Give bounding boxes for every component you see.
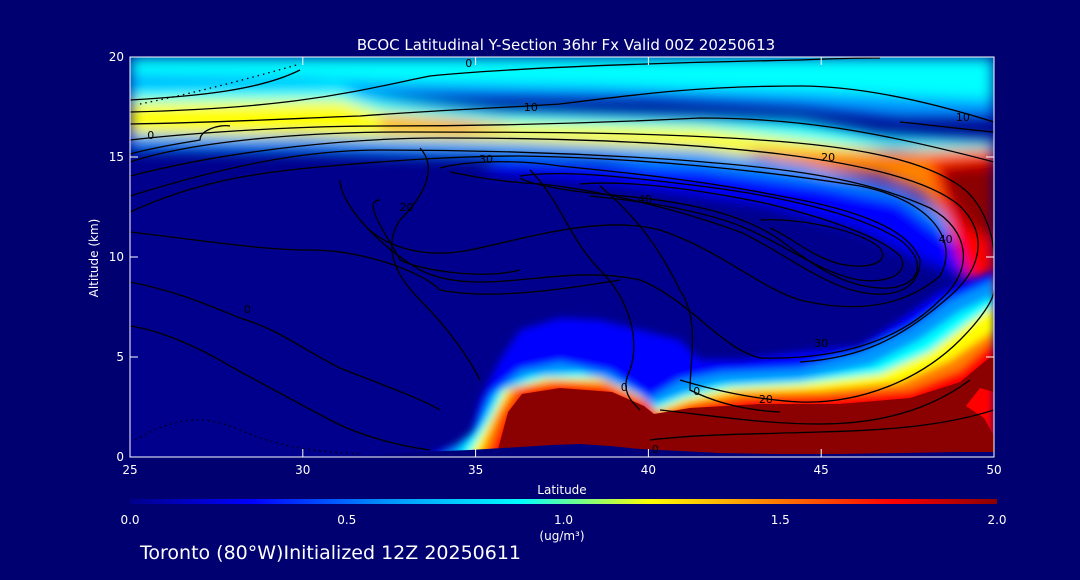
colorbar-tick-label: 2.0 bbox=[987, 513, 1006, 527]
contour-line bbox=[134, 419, 361, 455]
y-tick-label: 15 bbox=[109, 150, 124, 164]
contour-line bbox=[130, 69, 301, 101]
x-axis-label: Latitude bbox=[537, 483, 586, 497]
contour-line bbox=[130, 131, 994, 259]
contour-line bbox=[130, 124, 231, 155]
contour-line bbox=[130, 137, 979, 363]
contour-label: 0 bbox=[693, 385, 700, 398]
contour-label: 0 bbox=[621, 381, 628, 394]
terrain bbox=[130, 444, 994, 457]
y-tick-label: 10 bbox=[109, 250, 124, 264]
contour-label: 20 bbox=[759, 393, 773, 406]
x-tick-label: 25 bbox=[122, 463, 137, 477]
contour-line bbox=[391, 147, 481, 381]
contour-label: 30 bbox=[814, 337, 828, 350]
contour-line bbox=[130, 57, 881, 113]
y-axis: 0 5 10 15 20 bbox=[109, 50, 994, 464]
chart-title: BCOC Latitudinal Y-Section 36hr Fx Valid… bbox=[357, 36, 775, 54]
contour-line bbox=[659, 379, 971, 425]
contour-label: 10 bbox=[956, 111, 970, 124]
footer-init-info: Toronto (80°W)Initialized 12Z 20250611 bbox=[140, 542, 522, 564]
contour-line bbox=[372, 199, 521, 275]
lower-plume-core bbox=[496, 354, 994, 457]
contour-label: 20 bbox=[399, 201, 413, 214]
contour-label: 0 bbox=[465, 57, 472, 70]
x-tick-label: 30 bbox=[295, 463, 310, 477]
contour-label: 20 bbox=[821, 151, 835, 164]
contour-label: 0 bbox=[652, 443, 659, 456]
contour-label: 40 bbox=[939, 233, 953, 246]
contour-line bbox=[130, 149, 964, 359]
dotted-contours bbox=[134, 63, 361, 455]
colorbar-tick-label: 0.0 bbox=[120, 513, 139, 527]
contour-line bbox=[579, 182, 904, 282]
contour-line bbox=[130, 117, 994, 163]
contour-line bbox=[529, 169, 641, 411]
contour-line bbox=[130, 155, 947, 308]
x-tick-label: 45 bbox=[814, 463, 829, 477]
colorbar-tick-label: 1.5 bbox=[771, 513, 790, 527]
colorbar-tick-label: 1.0 bbox=[554, 513, 573, 527]
colorbar-tick-label: 0.5 bbox=[337, 513, 356, 527]
y-tick-label: 0 bbox=[116, 450, 124, 464]
colorbar-ticks: 0.0 0.5 1.0 1.5 2.0 bbox=[120, 513, 1006, 527]
contour-labels: 0 10 10 0 20 30 40 20 40 0 30 0 0 20 0 bbox=[147, 57, 970, 456]
contour-line bbox=[759, 219, 884, 267]
x-tick-label: 35 bbox=[468, 463, 483, 477]
plot-area: 0 10 10 0 20 30 40 20 40 0 30 0 0 20 0 bbox=[130, 57, 994, 457]
colorbar bbox=[130, 499, 997, 504]
contour-line bbox=[599, 185, 781, 413]
contour-label: 40 bbox=[638, 193, 652, 206]
contour-line bbox=[679, 289, 994, 403]
y-axis-label: Altitude (km) bbox=[87, 219, 101, 298]
contour-line bbox=[649, 409, 994, 441]
contour-label: 30 bbox=[479, 153, 493, 166]
contour-label: 10 bbox=[524, 101, 538, 114]
x-tick-label: 40 bbox=[641, 463, 656, 477]
contour-label: 0 bbox=[147, 129, 154, 142]
contour-line bbox=[439, 161, 921, 295]
contour-line bbox=[130, 85, 994, 125]
x-tick-label: 50 bbox=[986, 463, 1001, 477]
contour-line bbox=[519, 172, 918, 289]
y-tick-label: 5 bbox=[116, 350, 124, 364]
contour-line bbox=[130, 281, 441, 411]
contour-lines bbox=[130, 57, 994, 451]
x-axis: 25 30 35 40 45 50 bbox=[122, 57, 1002, 477]
contour-label: 0 bbox=[244, 303, 251, 316]
contour-line bbox=[899, 121, 994, 133]
colorbar-unit-label: (ug/m³) bbox=[539, 529, 584, 543]
contour-line bbox=[130, 231, 621, 295]
upper-plume bbox=[130, 57, 994, 300]
y-tick-label: 20 bbox=[109, 50, 124, 64]
contour-line bbox=[130, 325, 431, 451]
